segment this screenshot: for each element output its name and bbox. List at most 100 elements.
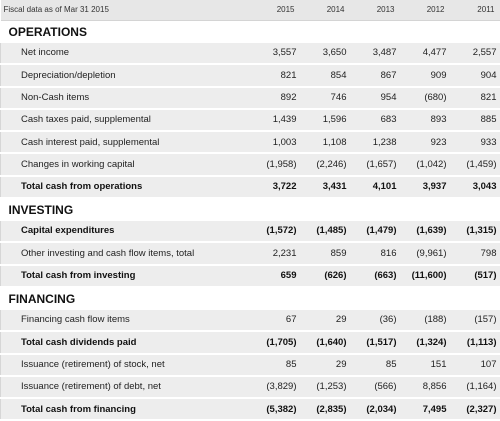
table-header-row: Fiscal data as of Mar 31 2015 2015 2014 … [1, 0, 500, 21]
section-title: OPERATIONS [1, 21, 500, 44]
row-value-2012: 4,477 [401, 43, 451, 64]
row-value-2013: (1,517) [351, 331, 401, 353]
row-value-2013: (663) [351, 265, 401, 287]
row-value-2014: (2,835) [301, 398, 351, 420]
row-value-2011: 904 [451, 64, 500, 86]
row-value-2015: (5,382) [251, 398, 301, 420]
row-value-2013: 816 [351, 242, 401, 264]
row-label: Total cash dividends paid [1, 331, 251, 353]
row-value-2015: 1,439 [251, 109, 301, 131]
row-value-2012: (9,961) [401, 242, 451, 264]
row-value-2013: 85 [351, 354, 401, 376]
row-value-2011: (1,459) [451, 153, 500, 175]
row-value-2014: (626) [301, 265, 351, 287]
table-row: Issuance (retirement) of debt, net(3,829… [1, 376, 500, 398]
year-header-2014: 2014 [301, 0, 351, 21]
row-value-2011: 107 [451, 354, 500, 376]
row-value-2015: 821 [251, 64, 301, 86]
row-value-2011: (517) [451, 265, 500, 287]
row-value-2014: 746 [301, 87, 351, 109]
row-value-2011: (157) [451, 310, 500, 331]
row-value-2012: 8,856 [401, 376, 451, 398]
row-label: Non-Cash items [1, 87, 251, 109]
row-value-2015: 1,003 [251, 131, 301, 153]
row-label: Total cash from operations [1, 176, 251, 198]
row-label: Capital expenditures [1, 221, 251, 242]
row-label: Changes in working capital [1, 153, 251, 175]
row-value-2014: 1,596 [301, 109, 351, 131]
row-value-2015: 2,231 [251, 242, 301, 264]
row-value-2013: (1,479) [351, 221, 401, 242]
year-header-2012: 2012 [401, 0, 451, 21]
row-value-2014: 29 [301, 310, 351, 331]
row-value-2012: 7,495 [401, 398, 451, 420]
fiscal-date-label: Fiscal data as of Mar 31 2015 [1, 0, 251, 21]
row-value-2013: (36) [351, 310, 401, 331]
row-label: Cash taxes paid, supplemental [1, 109, 251, 131]
year-header-2015: 2015 [251, 0, 301, 21]
section-title: INVESTING [1, 198, 500, 221]
row-value-2013: 1,238 [351, 131, 401, 153]
row-value-2015: (1,705) [251, 331, 301, 353]
table-row: Other investing and cash flow items, tot… [1, 242, 500, 264]
table-row: Capital expenditures(1,572)(1,485)(1,479… [1, 221, 500, 242]
row-value-2012: (1,639) [401, 221, 451, 242]
section-title: FINANCING [1, 287, 500, 310]
row-value-2012: 923 [401, 131, 451, 153]
row-value-2014: 29 [301, 354, 351, 376]
row-label: Issuance (retirement) of stock, net [1, 354, 251, 376]
table-row: Changes in working capital(1,958)(2,246)… [1, 153, 500, 175]
row-value-2011: 798 [451, 242, 500, 264]
row-value-2015: 659 [251, 265, 301, 287]
row-value-2015: 3,557 [251, 43, 301, 64]
row-value-2013: 3,487 [351, 43, 401, 64]
row-value-2013: 4,101 [351, 176, 401, 198]
row-label: Depreciation/depletion [1, 64, 251, 86]
row-value-2011: (1,113) [451, 331, 500, 353]
row-value-2014: 1,108 [301, 131, 351, 153]
row-value-2013: 683 [351, 109, 401, 131]
row-value-2015: (3,829) [251, 376, 301, 398]
row-value-2012: (11,600) [401, 265, 451, 287]
row-value-2011: 885 [451, 109, 500, 131]
row-value-2015: 67 [251, 310, 301, 331]
row-value-2014: 859 [301, 242, 351, 264]
row-value-2013: (2,034) [351, 398, 401, 420]
row-value-2011: (2,327) [451, 398, 500, 420]
row-value-2014: (1,253) [301, 376, 351, 398]
section-header-investing: INVESTING [1, 198, 500, 221]
row-label: Cash interest paid, supplemental [1, 131, 251, 153]
row-value-2012: 151 [401, 354, 451, 376]
row-value-2015: (1,572) [251, 221, 301, 242]
row-label: Issuance (retirement) of debt, net [1, 376, 251, 398]
row-value-2012: (680) [401, 87, 451, 109]
row-label: Financing cash flow items [1, 310, 251, 331]
row-label: Total cash from investing [1, 265, 251, 287]
row-value-2013: 867 [351, 64, 401, 86]
row-value-2012: 893 [401, 109, 451, 131]
cash-flow-statement: Fiscal data as of Mar 31 2015 2015 2014 … [0, 0, 500, 406]
row-value-2015: 85 [251, 354, 301, 376]
row-label: Other investing and cash flow items, tot… [1, 242, 251, 264]
row-value-2012: (1,042) [401, 153, 451, 175]
row-value-2014: (1,640) [301, 331, 351, 353]
row-label: Total cash from financing [1, 398, 251, 420]
row-value-2012: 909 [401, 64, 451, 86]
row-label: Net income [1, 43, 251, 64]
table-row: Total cash dividends paid(1,705)(1,640)(… [1, 331, 500, 353]
row-value-2012: (188) [401, 310, 451, 331]
row-value-2011: 3,043 [451, 176, 500, 198]
table-row: Total cash from financing(5,382)(2,835)(… [1, 398, 500, 420]
row-value-2014: (1,485) [301, 221, 351, 242]
row-value-2013: 954 [351, 87, 401, 109]
year-header-2013: 2013 [351, 0, 401, 21]
row-value-2014: (2,246) [301, 153, 351, 175]
